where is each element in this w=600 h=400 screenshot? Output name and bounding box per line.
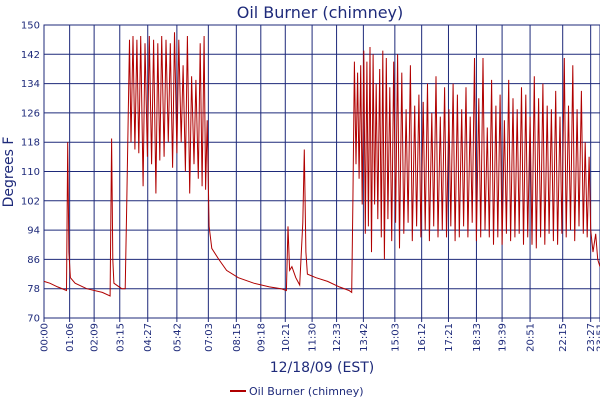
y-tick-label: 70 bbox=[27, 314, 40, 325]
x-tick-label: 08:15 bbox=[232, 323, 243, 352]
x-tick-label: 16:12 bbox=[417, 323, 428, 352]
x-tick-label: 23:27 bbox=[586, 323, 597, 352]
x-tick-label: 15:03 bbox=[390, 323, 401, 352]
y-tick-label: 134 bbox=[21, 79, 40, 90]
x-tick-label: 00:00 bbox=[40, 323, 51, 352]
x-tick-label: 20:51 bbox=[526, 323, 537, 352]
x-tick-label: 11:30 bbox=[308, 323, 319, 352]
legend-label: Oil Burner (chimney) bbox=[249, 385, 364, 398]
x-tick-label: 19:39 bbox=[498, 323, 509, 352]
x-tick-label: 18:33 bbox=[472, 323, 483, 352]
y-tick-label: 110 bbox=[21, 167, 40, 178]
y-axis-label: Degrees F bbox=[1, 137, 17, 208]
x-tick-label: 09:18 bbox=[256, 323, 267, 352]
x-tick-labels: 00:00 01:06 02:09 03:15 04:27 05:42 07:03 08:15… bbox=[40, 323, 600, 352]
y-tick-label: 94 bbox=[27, 226, 40, 237]
legend: Oil Burner (chimney) bbox=[230, 385, 364, 398]
x-tick-label: 02:09 bbox=[90, 323, 101, 352]
x-axis-label: 12/18/09 (EST) bbox=[270, 360, 375, 376]
y-tick-label: 150 bbox=[21, 21, 40, 32]
plot-frame bbox=[43, 24, 600, 319]
y-tick-label: 102 bbox=[21, 196, 40, 207]
series-line-oil-burner bbox=[43, 32, 600, 297]
y-tick-label: 118 bbox=[21, 138, 40, 149]
y-tick-label: 86 bbox=[27, 255, 40, 266]
chart-title: Oil Burner (chimney) bbox=[237, 3, 404, 22]
x-tick-label: 01:06 bbox=[65, 323, 76, 352]
x-tick-label: 12:33 bbox=[332, 323, 343, 352]
y-tick-label: 126 bbox=[21, 108, 40, 119]
x-tick-label: 13:42 bbox=[359, 323, 370, 352]
y-tick-label: 78 bbox=[27, 284, 40, 295]
x-tick-label: 17:21 bbox=[444, 323, 455, 352]
x-tick-label: 10:21 bbox=[281, 323, 292, 352]
x-tick-label: 04:27 bbox=[143, 323, 154, 352]
x-tick-label: 05:42 bbox=[172, 323, 183, 352]
y-tick-labels: 70 78 86 94 102 110 118 126 134 142 150 bbox=[21, 21, 40, 325]
y-tick-label: 142 bbox=[21, 50, 40, 61]
x-tick-label: 07:03 bbox=[204, 323, 215, 352]
x-tick-label: 22:15 bbox=[558, 323, 569, 352]
x-tick-label: 03:15 bbox=[115, 323, 126, 352]
x-tick-label: 23:51 bbox=[596, 323, 600, 352]
